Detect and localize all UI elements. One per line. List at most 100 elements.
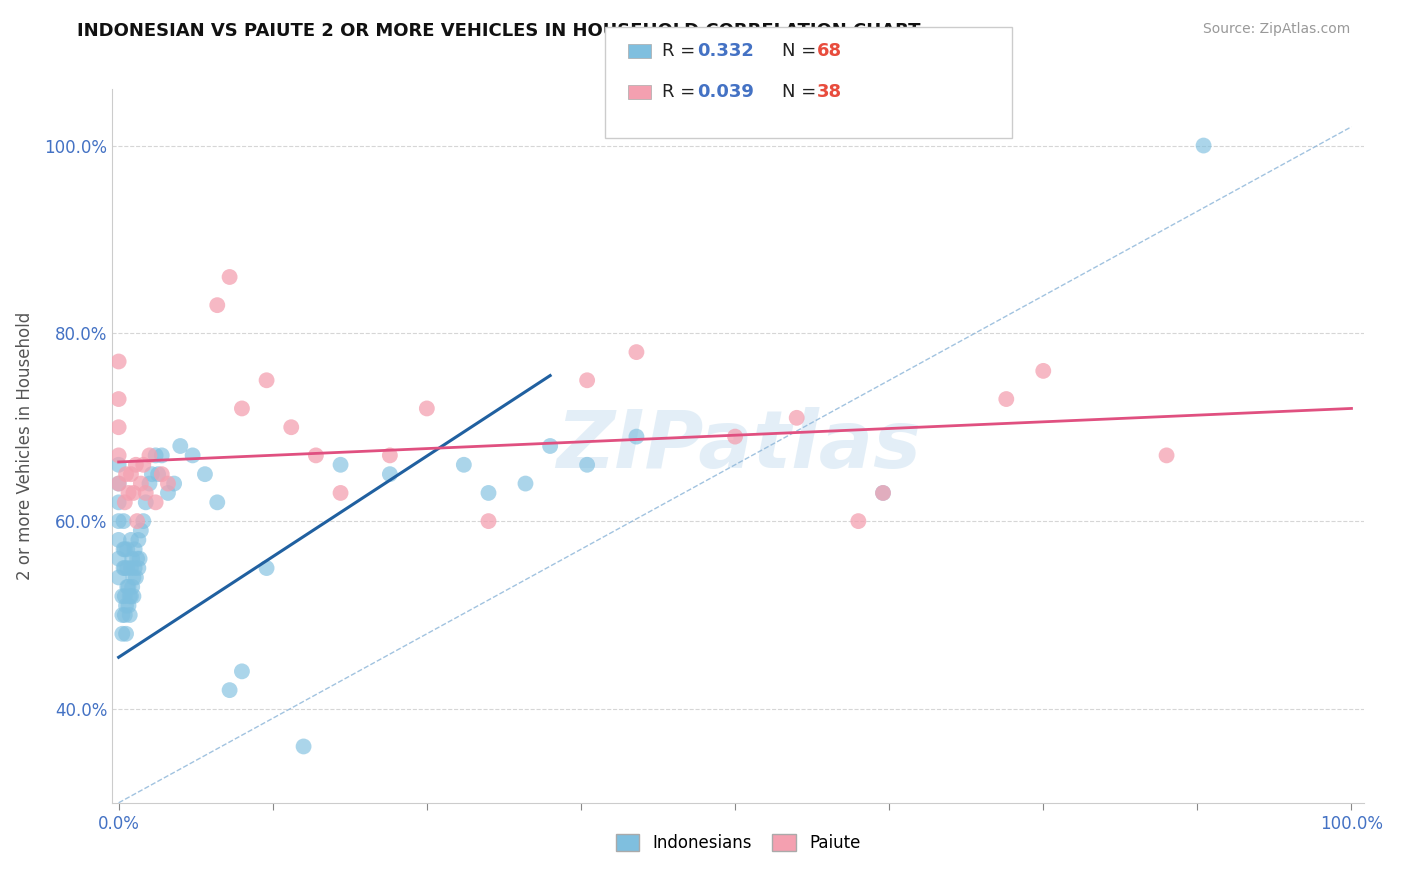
- Point: [724, 429, 747, 443]
- Point: [120, 561, 142, 575]
- Point: [872, 486, 894, 500]
- Point: [117, 486, 139, 500]
- Point: [121, 551, 143, 566]
- Point: [1192, 138, 1215, 153]
- Point: [256, 373, 278, 387]
- Point: [114, 495, 136, 509]
- Point: [626, 345, 648, 359]
- Point: [141, 467, 163, 482]
- Point: [156, 486, 179, 500]
- Point: [107, 476, 129, 491]
- Point: [114, 542, 136, 557]
- Point: [1032, 364, 1054, 378]
- Point: [280, 420, 302, 434]
- Point: [107, 551, 129, 566]
- Point: [218, 683, 240, 698]
- Point: [117, 580, 139, 594]
- Point: [117, 580, 139, 594]
- Text: ZIPatlas: ZIPatlas: [555, 407, 921, 485]
- Point: [576, 373, 599, 387]
- Point: [156, 476, 179, 491]
- Text: R =: R =: [662, 83, 702, 101]
- Point: [122, 589, 145, 603]
- Point: [107, 495, 129, 509]
- Point: [107, 570, 129, 584]
- Point: [207, 495, 229, 509]
- Y-axis label: 2 or more Vehicles in Household: 2 or more Vehicles in Household: [15, 312, 34, 580]
- Point: [122, 570, 145, 584]
- Point: [138, 476, 160, 491]
- Point: [112, 542, 135, 557]
- Point: [107, 514, 129, 528]
- Point: [117, 599, 139, 613]
- Point: [125, 458, 148, 472]
- Point: [120, 589, 142, 603]
- Text: Source: ZipAtlas.com: Source: ZipAtlas.com: [1202, 22, 1350, 37]
- Point: [163, 476, 186, 491]
- Point: [125, 570, 148, 584]
- Point: [107, 354, 129, 368]
- Point: [135, 486, 157, 500]
- Point: [515, 476, 537, 491]
- Point: [117, 542, 139, 557]
- Point: [115, 599, 138, 613]
- Point: [145, 449, 167, 463]
- Point: [135, 495, 157, 509]
- Point: [218, 270, 240, 285]
- Point: [114, 589, 136, 603]
- Point: [124, 542, 146, 557]
- Point: [453, 458, 475, 472]
- Point: [150, 449, 173, 463]
- Text: INDONESIAN VS PAIUTE 2 OR MORE VEHICLES IN HOUSEHOLD CORRELATION CHART: INDONESIAN VS PAIUTE 2 OR MORE VEHICLES …: [77, 22, 921, 40]
- Point: [107, 420, 129, 434]
- Point: [872, 486, 894, 500]
- Point: [115, 627, 138, 641]
- Point: [256, 561, 278, 575]
- Text: 38: 38: [817, 83, 842, 101]
- Text: N =: N =: [782, 83, 821, 101]
- Point: [231, 401, 253, 416]
- Point: [121, 580, 143, 594]
- Point: [132, 514, 155, 528]
- Point: [145, 495, 167, 509]
- Point: [107, 476, 129, 491]
- Point: [111, 607, 134, 622]
- Point: [169, 439, 191, 453]
- Point: [626, 429, 648, 443]
- Point: [1156, 449, 1178, 463]
- Point: [120, 467, 142, 482]
- Point: [538, 439, 561, 453]
- Point: [477, 514, 499, 528]
- Point: [846, 514, 869, 528]
- Point: [114, 607, 136, 622]
- Point: [107, 449, 129, 463]
- Point: [111, 627, 134, 641]
- Point: [122, 486, 145, 500]
- Point: [292, 739, 315, 754]
- Text: 0.039: 0.039: [697, 83, 754, 101]
- Point: [329, 458, 352, 472]
- Legend: Indonesians, Paiute: Indonesians, Paiute: [609, 827, 868, 859]
- Point: [127, 514, 149, 528]
- Point: [132, 458, 155, 472]
- Point: [207, 298, 229, 312]
- Point: [477, 486, 499, 500]
- Point: [129, 476, 152, 491]
- Point: [181, 449, 204, 463]
- Point: [329, 486, 352, 500]
- Point: [112, 514, 135, 528]
- Point: [378, 449, 401, 463]
- Text: R =: R =: [662, 42, 702, 60]
- Text: 68: 68: [817, 42, 842, 60]
- Point: [115, 467, 138, 482]
- Point: [231, 665, 253, 679]
- Point: [124, 561, 146, 575]
- Point: [128, 551, 150, 566]
- Point: [194, 467, 217, 482]
- Point: [129, 524, 152, 538]
- Point: [107, 458, 129, 472]
- Text: N =: N =: [782, 42, 821, 60]
- Text: 0.332: 0.332: [697, 42, 754, 60]
- Point: [416, 401, 439, 416]
- Point: [118, 589, 141, 603]
